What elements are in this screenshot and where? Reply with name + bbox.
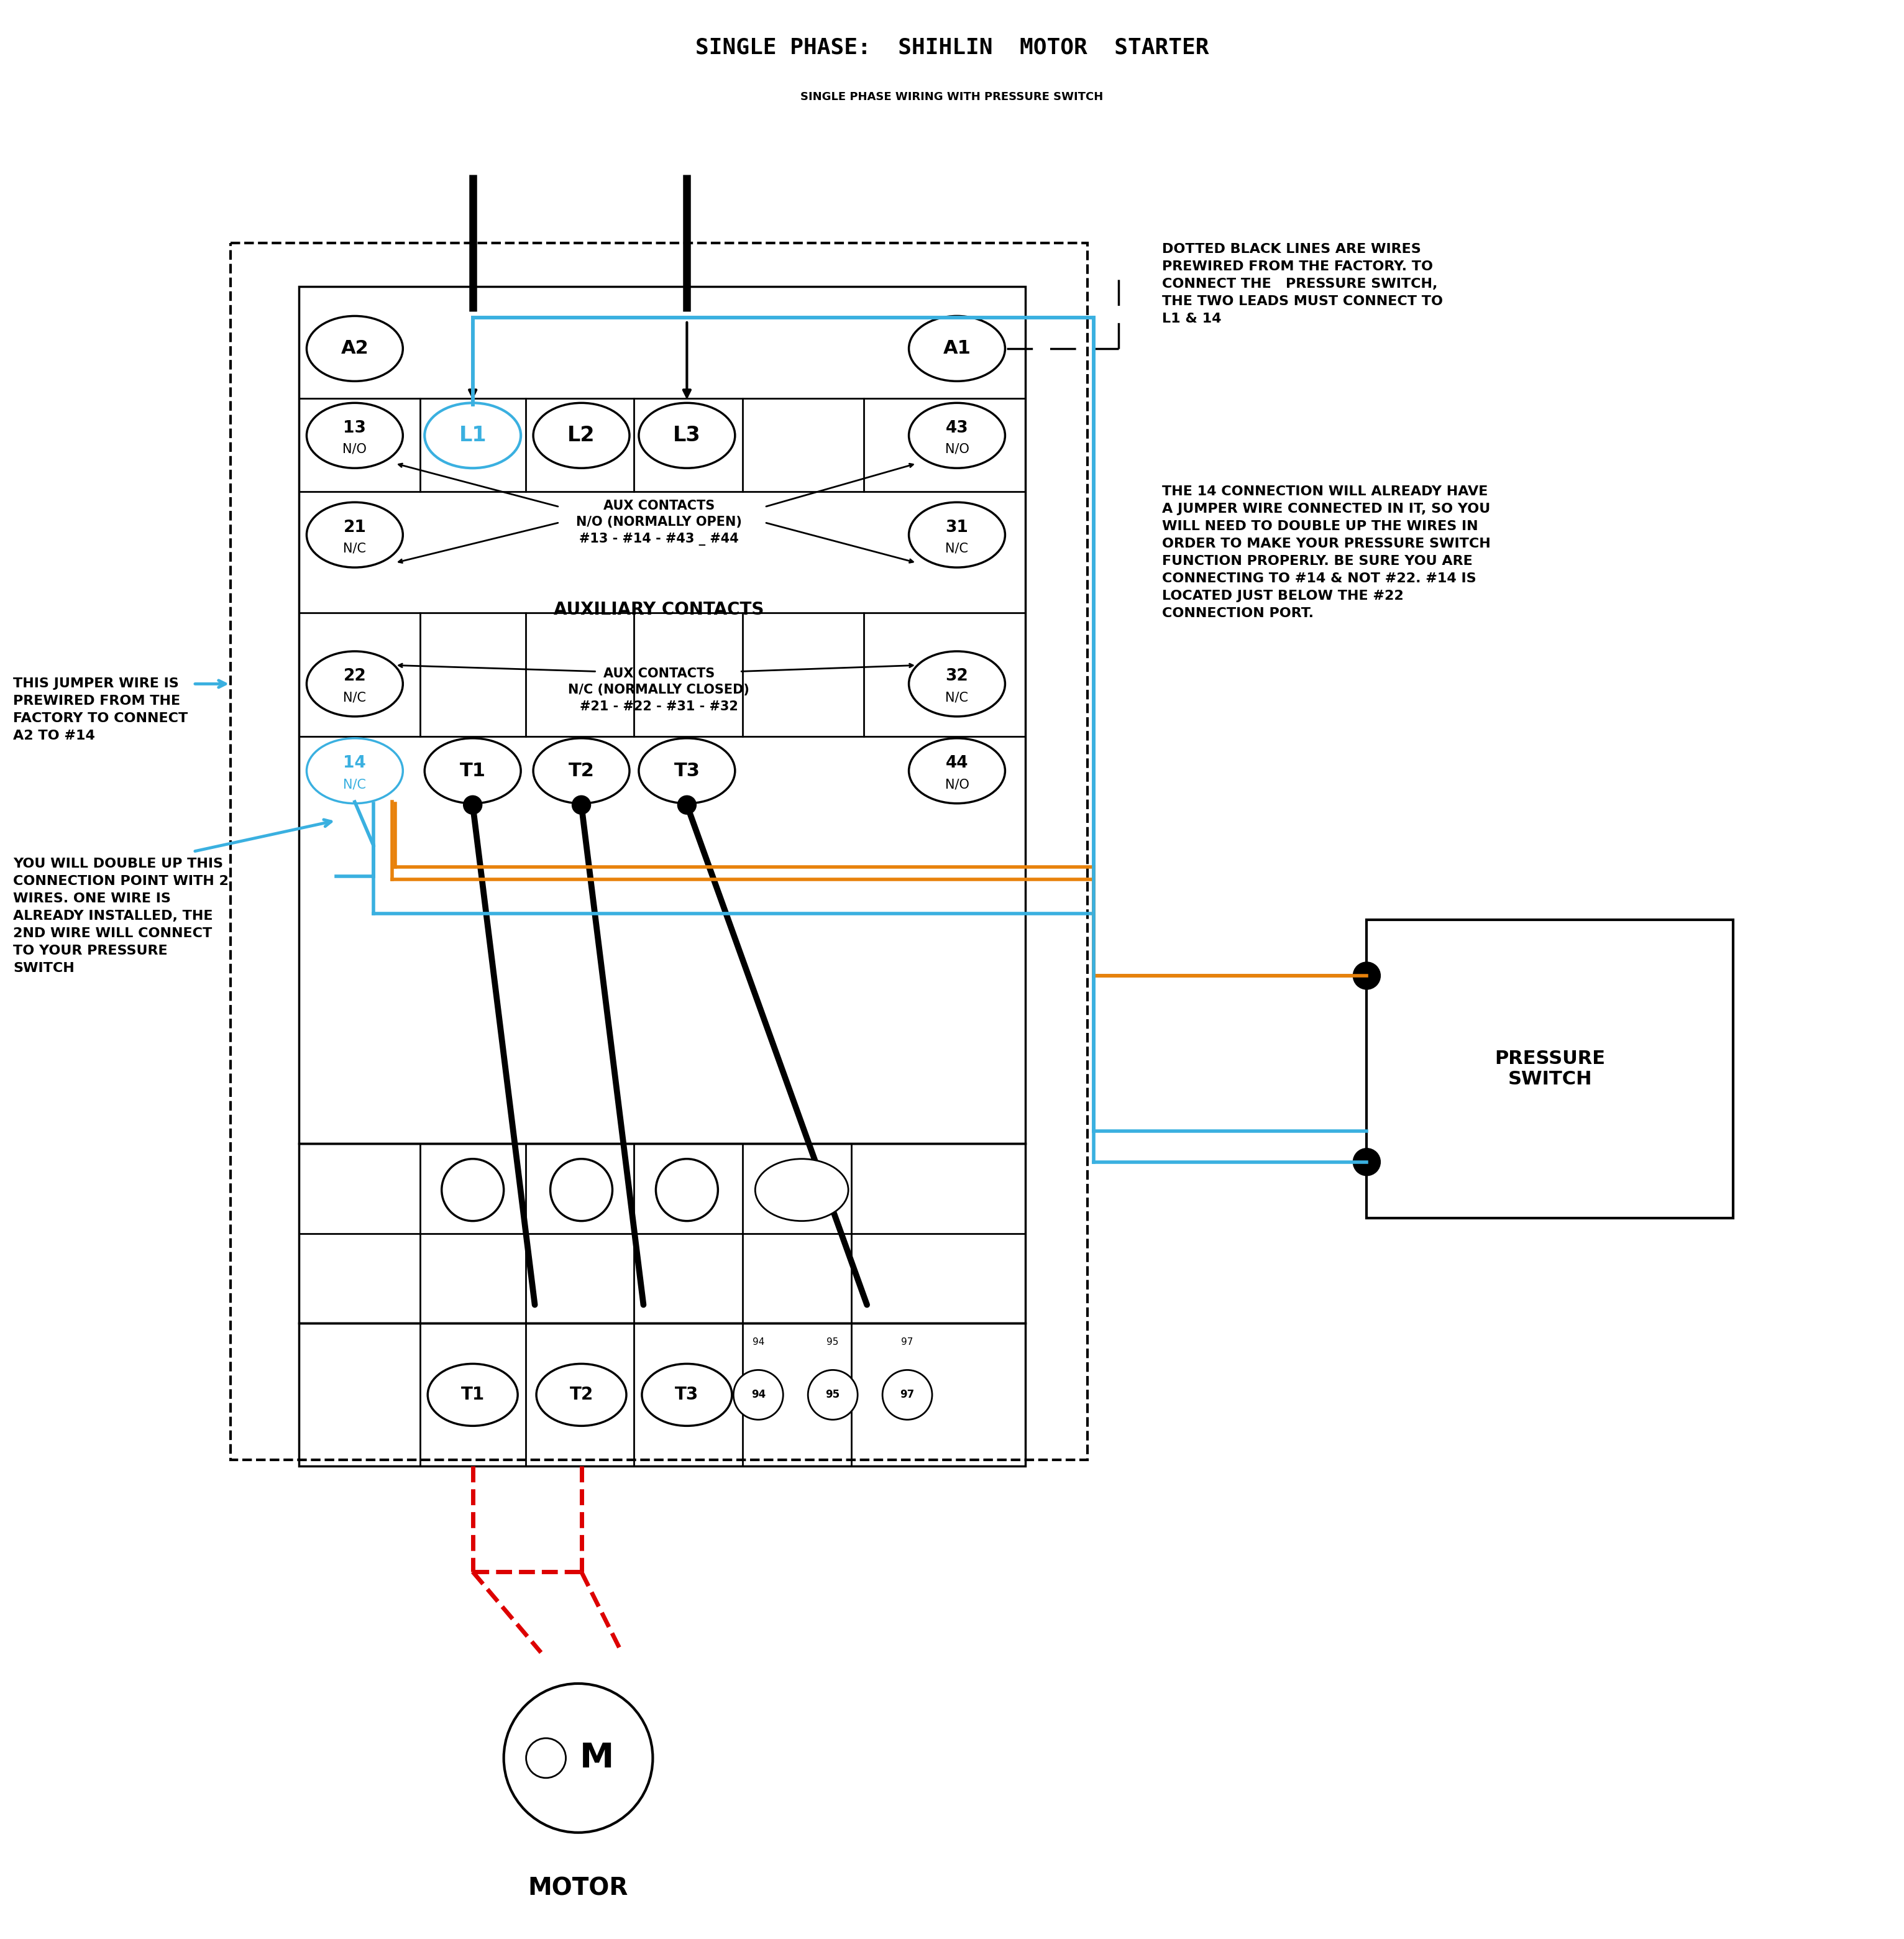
Ellipse shape	[908, 652, 1005, 717]
FancyBboxPatch shape	[1367, 919, 1733, 1218]
Text: N/C: N/C	[946, 692, 969, 704]
Ellipse shape	[537, 1363, 626, 1425]
Ellipse shape	[307, 502, 404, 568]
Text: A2: A2	[341, 339, 369, 357]
Ellipse shape	[425, 403, 522, 467]
Circle shape	[655, 1160, 718, 1222]
Circle shape	[571, 795, 590, 814]
Circle shape	[463, 795, 482, 814]
Text: N/O: N/O	[944, 778, 969, 791]
Text: N/C: N/C	[343, 778, 366, 791]
Text: 94: 94	[752, 1338, 764, 1348]
Text: M: M	[579, 1741, 615, 1774]
Ellipse shape	[307, 316, 404, 382]
Text: T1: T1	[459, 762, 486, 779]
Ellipse shape	[642, 1363, 731, 1425]
Text: THE 14 CONNECTION WILL ALREADY HAVE
A JUMPER WIRE CONNECTED IN IT, SO YOU
WILL N: THE 14 CONNECTION WILL ALREADY HAVE A JU…	[1161, 485, 1491, 619]
Text: 95: 95	[826, 1388, 840, 1400]
Text: 14: 14	[343, 756, 366, 772]
Text: 94: 94	[750, 1388, 765, 1400]
Ellipse shape	[908, 403, 1005, 467]
Text: AUXILIARY CONTACTS: AUXILIARY CONTACTS	[554, 601, 764, 619]
Ellipse shape	[908, 502, 1005, 568]
Ellipse shape	[307, 739, 404, 803]
Ellipse shape	[307, 652, 404, 717]
Text: 22: 22	[343, 669, 366, 684]
Text: T2: T2	[569, 1386, 594, 1404]
Text: 44: 44	[946, 756, 969, 772]
Ellipse shape	[908, 739, 1005, 803]
Text: DOTTED BLACK LINES ARE WIRES
PREWIRED FROM THE FACTORY. TO
CONNECT THE   PRESSUR: DOTTED BLACK LINES ARE WIRES PREWIRED FR…	[1161, 242, 1443, 326]
Ellipse shape	[533, 739, 630, 803]
Text: AUX CONTACTS
N/O (NORMALLY OPEN)
#13 - #14 - #43 _ #44: AUX CONTACTS N/O (NORMALLY OPEN) #13 - #…	[577, 500, 743, 545]
Text: 97: 97	[901, 1338, 914, 1348]
Circle shape	[1354, 962, 1380, 989]
Text: L2: L2	[567, 425, 596, 446]
Circle shape	[526, 1737, 565, 1778]
Text: PRESSURE
SWITCH: PRESSURE SWITCH	[1495, 1049, 1605, 1088]
Text: L3: L3	[672, 425, 701, 446]
Text: L1: L1	[459, 425, 487, 446]
Text: N/O: N/O	[343, 442, 367, 456]
Text: A1: A1	[942, 339, 971, 357]
Text: N/C: N/C	[343, 692, 366, 704]
Text: T1: T1	[461, 1386, 484, 1404]
Text: THIS JUMPER WIRE IS
PREWIRED FROM THE
FACTORY TO CONNECT
A2 TO #14: THIS JUMPER WIRE IS PREWIRED FROM THE FA…	[13, 677, 188, 743]
Ellipse shape	[756, 1160, 849, 1222]
Circle shape	[678, 795, 697, 814]
Text: T2: T2	[567, 762, 594, 779]
Text: YOU WILL DOUBLE UP THIS
CONNECTION POINT WITH 2
WIRES. ONE WIRE IS
ALREADY INSTA: YOU WILL DOUBLE UP THIS CONNECTION POINT…	[13, 857, 228, 975]
Text: N/C: N/C	[946, 543, 969, 555]
Text: 32: 32	[946, 669, 969, 684]
Circle shape	[1354, 1148, 1380, 1175]
Text: 21: 21	[343, 520, 366, 535]
Ellipse shape	[908, 316, 1005, 382]
Text: 13: 13	[343, 421, 366, 436]
Circle shape	[505, 1683, 653, 1832]
Text: 31: 31	[946, 520, 969, 535]
Text: 95: 95	[826, 1338, 840, 1348]
Text: AUX CONTACTS
N/C (NORMALLY CLOSED)
#21 - #22 - #31 - #32: AUX CONTACTS N/C (NORMALLY CLOSED) #21 -…	[567, 667, 750, 714]
Text: MOTOR: MOTOR	[527, 1877, 628, 1900]
Ellipse shape	[307, 403, 404, 467]
Text: T3: T3	[674, 762, 701, 779]
Ellipse shape	[533, 403, 630, 467]
Circle shape	[807, 1371, 857, 1419]
Text: N/O: N/O	[944, 442, 969, 456]
Circle shape	[882, 1371, 933, 1419]
Text: 97: 97	[901, 1388, 914, 1400]
Circle shape	[733, 1371, 783, 1419]
Ellipse shape	[425, 739, 522, 803]
Ellipse shape	[638, 739, 735, 803]
Ellipse shape	[638, 403, 735, 467]
Ellipse shape	[428, 1363, 518, 1425]
Circle shape	[550, 1160, 613, 1222]
Circle shape	[442, 1160, 505, 1222]
Text: 43: 43	[946, 421, 969, 436]
Text: SINGLE PHASE:  SHIHLIN  MOTOR  STARTER: SINGLE PHASE: SHIHLIN MOTOR STARTER	[695, 37, 1209, 58]
Text: N/C: N/C	[343, 543, 366, 555]
Text: SINGLE PHASE WIRING WITH PRESSURE SWITCH: SINGLE PHASE WIRING WITH PRESSURE SWITCH	[800, 91, 1104, 103]
Text: T3: T3	[676, 1386, 699, 1404]
